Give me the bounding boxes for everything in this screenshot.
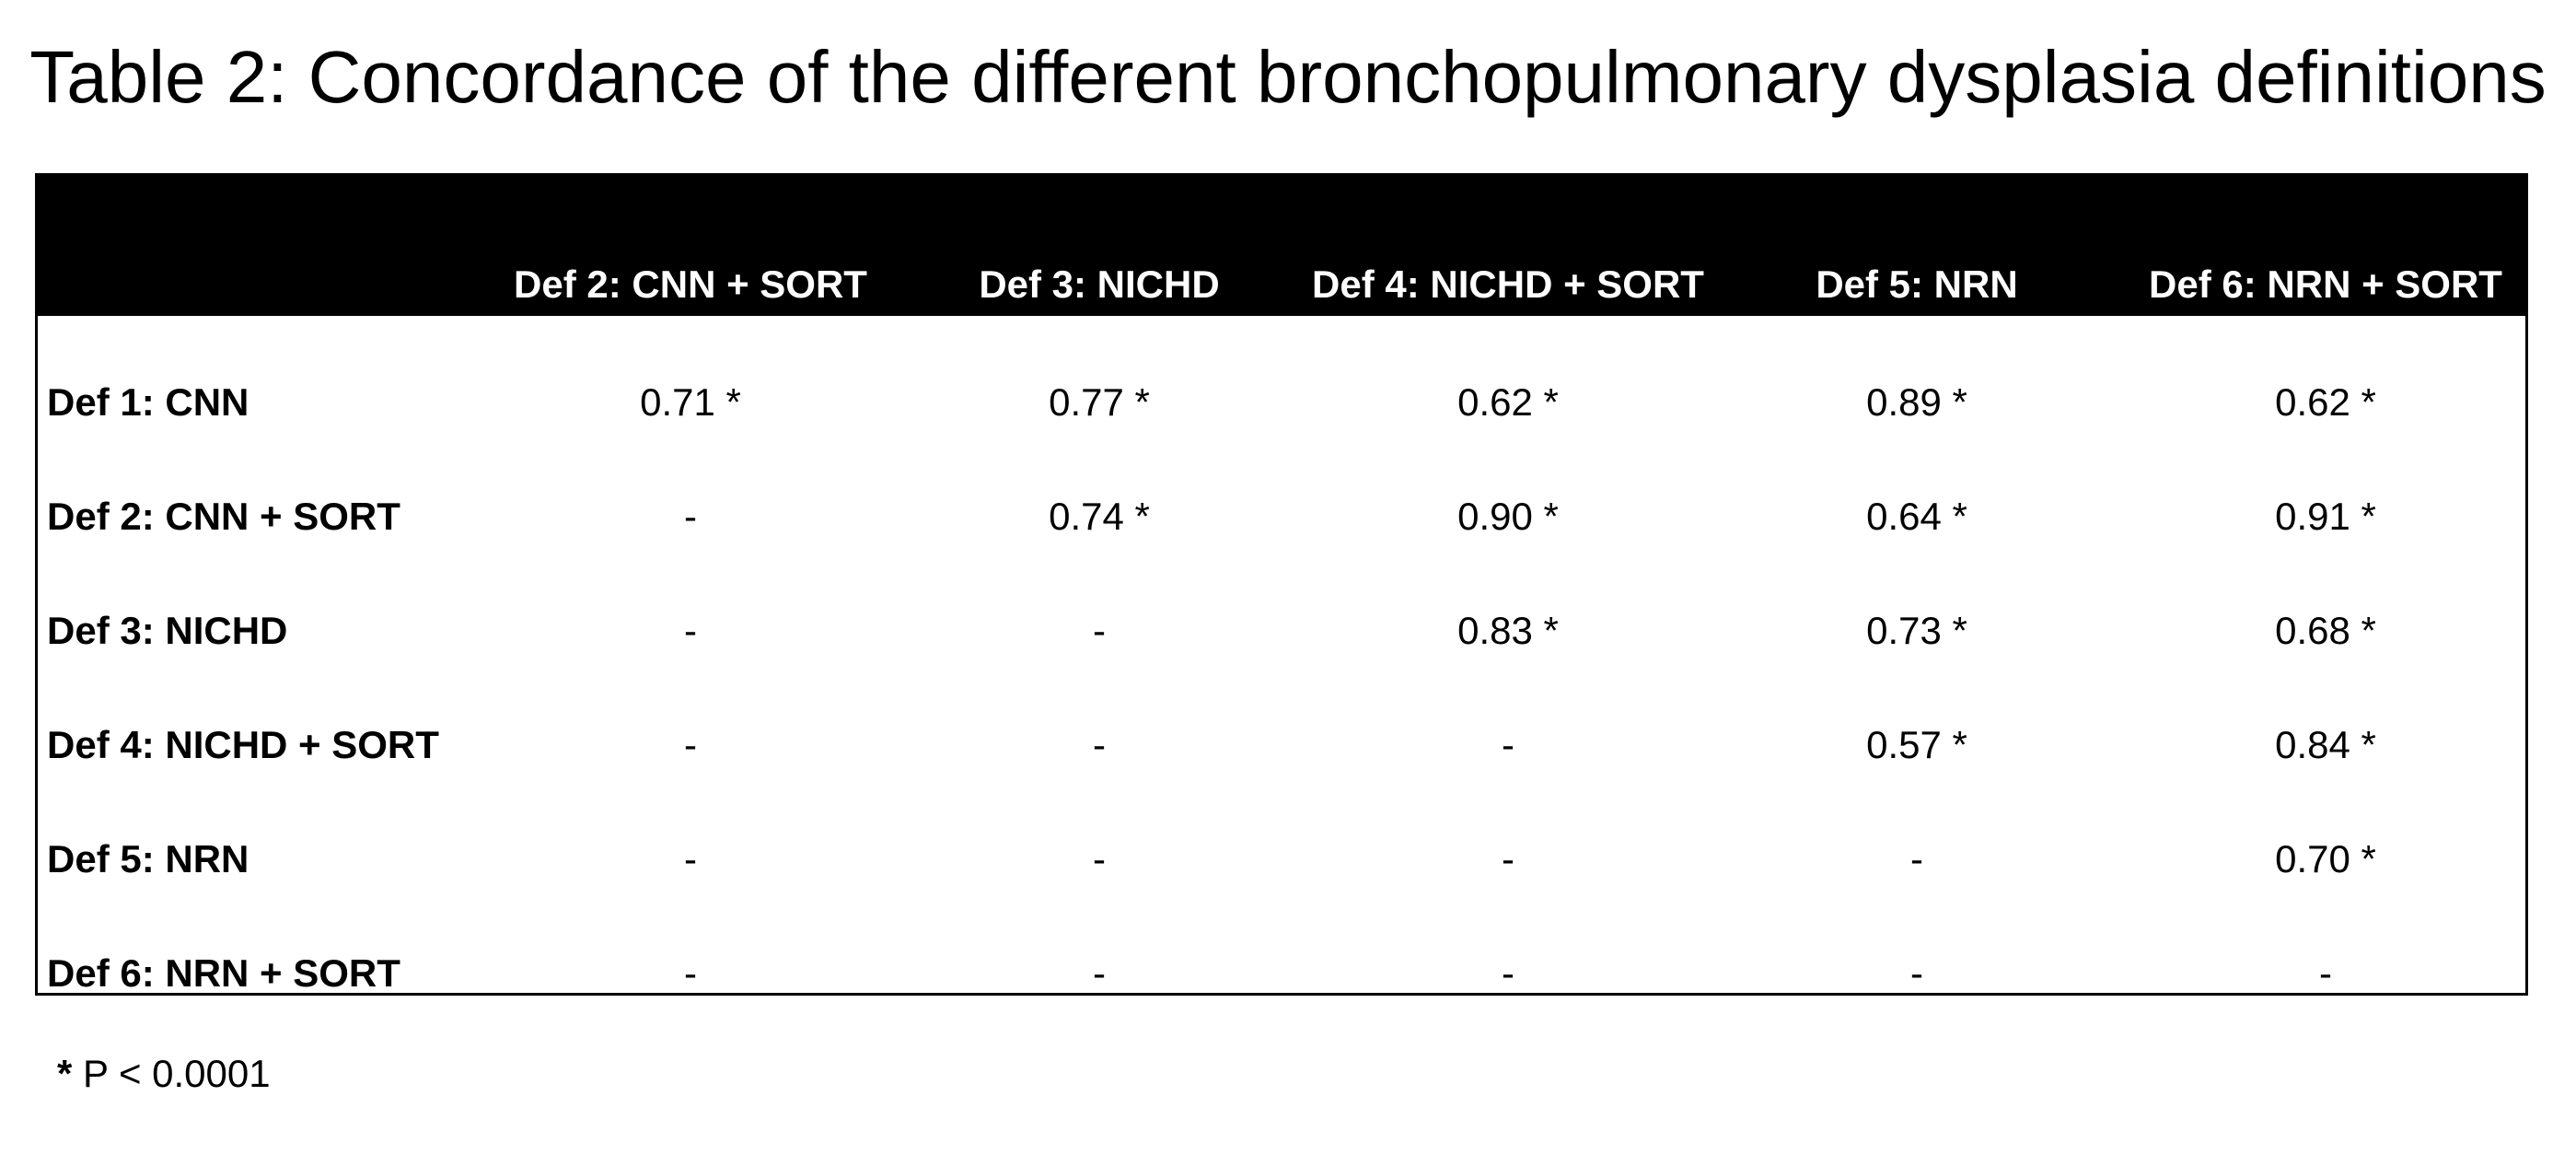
column-header: Def 3: NICHD	[979, 262, 1220, 306]
table-cell: 0.77 *	[1049, 380, 1150, 424]
table-cell: -	[2319, 951, 2332, 995]
table-row: Def 5: NRN - - - - 0.70 *	[38, 837, 2525, 892]
row-header: Def 3: NICHD	[47, 609, 288, 652]
table-cell: -	[1502, 723, 1514, 766]
table-cell: 0.89 *	[1866, 380, 1967, 424]
table-cell: -	[1093, 609, 1106, 652]
column-header: Def 2: CNN + SORT	[514, 262, 867, 306]
table-row: Def 3: NICHD - - 0.83 * 0.73 * 0.68 *	[38, 609, 2525, 664]
table-cell: -	[1093, 723, 1106, 766]
footnote-text: P < 0.0001	[72, 1052, 271, 1095]
row-header: Def 1: CNN	[47, 380, 249, 424]
column-header: Def 6: NRN + SORT	[2149, 262, 2502, 306]
table-cell: -	[684, 495, 697, 538]
column-header: Def 5: NRN	[1816, 262, 2018, 306]
table-cell: -	[1093, 951, 1106, 995]
column-header: Def 4: NICHD + SORT	[1312, 262, 1704, 306]
table-cell: 0.62 *	[2275, 380, 2376, 424]
table-cell: 0.57 *	[1866, 723, 1967, 766]
table-cell: 0.74 *	[1049, 495, 1150, 538]
table-footnote: * P < 0.0001	[57, 1052, 271, 1096]
table-cell: -	[1502, 951, 1514, 995]
table-cell: 0.68 *	[2275, 609, 2376, 652]
table-cell: 0.64 *	[1866, 495, 1967, 538]
row-header: Def 4: NICHD + SORT	[47, 723, 439, 766]
table-row: Def 4: NICHD + SORT - - - 0.57 * 0.84 *	[38, 723, 2525, 778]
table-cell: -	[684, 837, 697, 880]
table-cell: -	[684, 951, 697, 995]
table-cell: 0.91 *	[2275, 495, 2376, 538]
table-cell: 0.84 *	[2275, 723, 2376, 766]
concordance-table: Def 2: CNN + SORT Def 3: NICHD Def 4: NI…	[35, 173, 2528, 996]
table-cell: 0.71 *	[640, 380, 741, 424]
table-cell: 0.62 *	[1457, 380, 1559, 424]
table-header-row: Def 2: CNN + SORT Def 3: NICHD Def 4: NI…	[38, 176, 2525, 316]
row-header: Def 6: NRN + SORT	[47, 951, 400, 995]
table-cell: -	[684, 609, 697, 652]
table-row: Def 2: CNN + SORT - 0.74 * 0.90 * 0.64 *…	[38, 495, 2525, 550]
table-cell: 0.83 *	[1457, 609, 1559, 652]
table-cell: 0.73 *	[1866, 609, 1967, 652]
table-cell: 0.90 *	[1457, 495, 1559, 538]
page-title: Table 2: Concordance of the different br…	[29, 36, 2547, 118]
table-row: Def 6: NRN + SORT - - - - -	[38, 951, 2525, 1007]
table-cell: -	[1910, 951, 1923, 995]
footnote-symbol: *	[57, 1052, 73, 1095]
row-header: Def 5: NRN	[47, 837, 249, 880]
table-cell: -	[1093, 837, 1106, 880]
table-row: Def 1: CNN 0.71 * 0.77 * 0.62 * 0.89 * 0…	[38, 380, 2525, 436]
table-cell: -	[684, 723, 697, 766]
table-cell: -	[1502, 837, 1514, 880]
table-cell: -	[1910, 837, 1923, 880]
table-cell: 0.70 *	[2275, 837, 2376, 880]
row-header: Def 2: CNN + SORT	[47, 495, 400, 538]
